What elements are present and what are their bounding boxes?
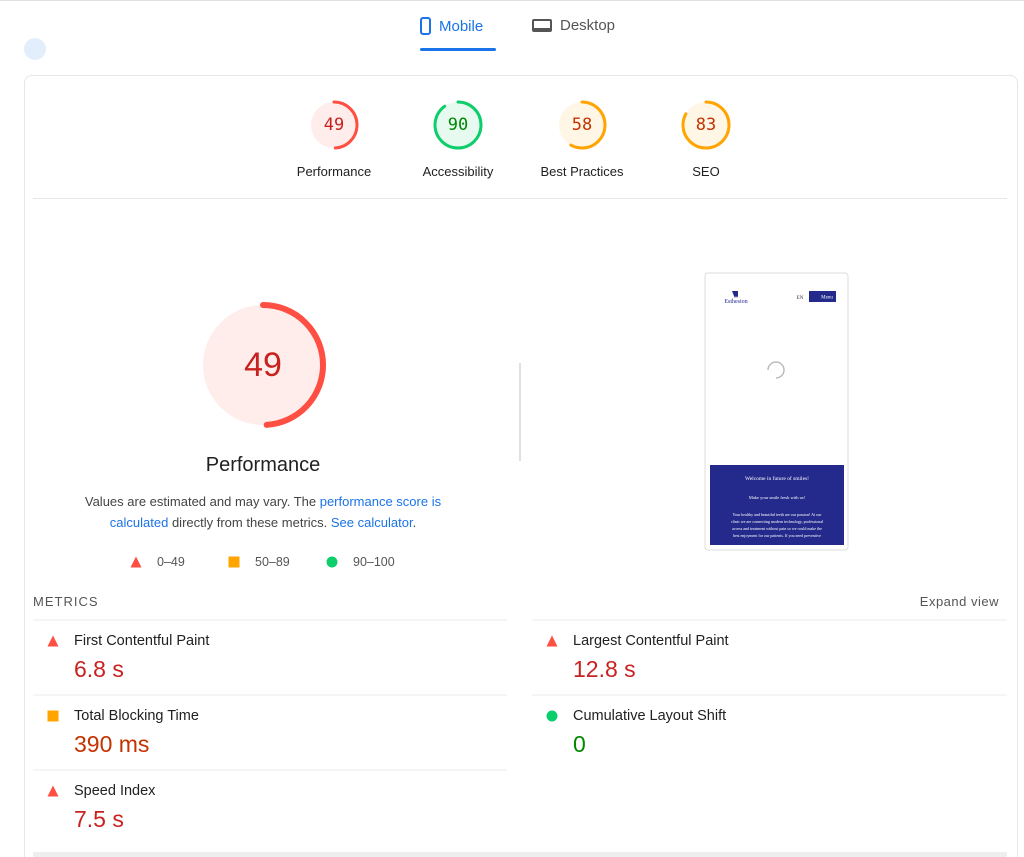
main-title: Performance	[205, 454, 321, 476]
metric-value: 7.5 s	[74, 806, 124, 832]
link[interactable]: performance score is calculated	[109, 494, 442, 530]
legend-label: 90–100	[353, 555, 395, 569]
logo-icon	[732, 291, 738, 298]
legend-label: 50–89	[255, 555, 290, 569]
tab[interactable]: Mobile	[420, 17, 483, 35]
gauge-bg	[311, 102, 357, 148]
body-line: access and treatment without pain so we …	[732, 526, 822, 531]
metric-value: 12.8 s	[573, 656, 636, 682]
legend-icon	[228, 556, 240, 568]
gauge-bg	[559, 102, 605, 148]
tab-label: Mobile	[439, 17, 484, 35]
gauge-score: 49	[244, 346, 282, 384]
subline: Make your smile fresh with us!	[749, 495, 806, 500]
metric-name: Largest Contentful Paint	[573, 633, 729, 649]
expand-view[interactable]: Expand view	[919, 594, 999, 609]
gauge-bg	[435, 102, 481, 148]
metric-value: 6.8 s	[74, 656, 124, 682]
link[interactable]: See calculator	[330, 515, 413, 530]
body-line: Your healthy and beautiful teeth are our…	[732, 512, 822, 517]
gauge-bg	[683, 102, 729, 148]
report-card	[24, 75, 1018, 857]
tab-label: Desktop	[560, 17, 616, 34]
metric-name: Cumulative Layout Shift	[573, 708, 727, 724]
text: directly from these metrics.	[168, 515, 331, 530]
menu: Menu	[821, 296, 833, 301]
top-border	[0, 0, 1024, 1]
gauge-score: 58	[572, 115, 592, 135]
gauge-arc	[200, 302, 326, 428]
gauge-score: 90	[448, 115, 468, 135]
brand: Esthesion	[724, 299, 747, 305]
lang: EN	[797, 296, 804, 301]
avatar	[24, 38, 46, 60]
divider	[33, 198, 1007, 199]
metric-icon	[546, 710, 558, 722]
legend-label: 0–49	[157, 555, 185, 569]
text: Values are estimated and may vary. The	[84, 494, 320, 509]
divider	[519, 363, 521, 461]
gauge-score: 83	[696, 115, 716, 135]
gauge-label[interactable]: SEO	[692, 164, 720, 179]
body-line: clinic we are connecting modern technolo…	[731, 519, 824, 525]
metric-value: 390 ms	[74, 731, 150, 757]
metric-name: First Contentful Paint	[74, 633, 210, 649]
metric-icon	[47, 710, 59, 722]
metric-icon	[47, 785, 59, 797]
metric-name: Total Blocking Time	[74, 708, 199, 724]
metrics-header: METRICS	[33, 594, 99, 609]
metric-value: 0	[573, 731, 586, 757]
gauge-label[interactable]: Performance	[296, 164, 372, 179]
body-line: best enjoyment for our patients. If you …	[733, 533, 821, 538]
tab-icon	[532, 19, 552, 32]
description: Values are estimated and may vary. The p…	[73, 491, 453, 533]
tab-icon	[420, 17, 431, 35]
legend-icon	[130, 556, 142, 568]
gauge-bg	[203, 305, 323, 425]
gauge-score: 49	[324, 115, 344, 135]
tab[interactable]: Desktop	[532, 17, 615, 34]
spinner	[767, 361, 785, 379]
screenshot: Esthesion EN Menu Welcome in future of smil…	[704, 272, 849, 551]
bottom-bar	[33, 852, 1007, 857]
hero	[710, 465, 844, 545]
gauge-arc	[309, 100, 359, 150]
gauge-label[interactable]: Best Practices	[540, 164, 624, 179]
tab-underline	[420, 48, 496, 51]
metric-name: Speed Index	[74, 783, 156, 799]
metric-icon	[546, 635, 558, 647]
legend-icon	[326, 556, 338, 568]
menu-button	[809, 291, 836, 302]
gauge-label[interactable]: Accessibility	[422, 164, 494, 179]
gauge-arc	[681, 100, 731, 150]
text: .	[412, 515, 417, 530]
headline: Welcome in future of smiles!	[745, 475, 809, 482]
gauge-arc	[557, 100, 607, 150]
gauge-arc	[433, 100, 483, 150]
metric-icon	[47, 635, 59, 647]
